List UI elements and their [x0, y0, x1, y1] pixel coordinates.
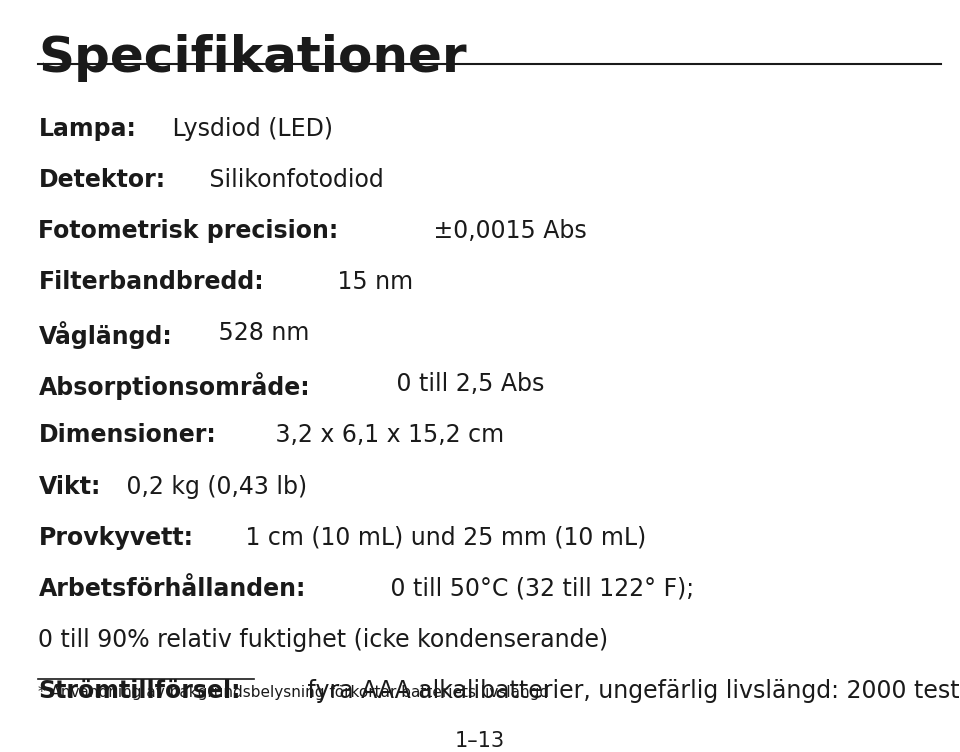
Text: 0 till 2,5 Abs: 0 till 2,5 Abs	[389, 372, 544, 396]
Text: 0 till 50°C (32 till 122° F);: 0 till 50°C (32 till 122° F);	[383, 577, 694, 601]
Text: Specifikationer: Specifikationer	[38, 34, 467, 82]
Text: Vikt:: Vikt:	[38, 475, 101, 499]
Text: Lysdiod (LED): Lysdiod (LED)	[165, 117, 333, 141]
Text: Filterbandbredd:: Filterbandbredd:	[38, 270, 264, 294]
Text: Detektor:: Detektor:	[38, 168, 165, 192]
Text: Lampa:: Lampa:	[38, 117, 136, 141]
Text: 3,2 x 6,1 x 15,2 cm: 3,2 x 6,1 x 15,2 cm	[268, 423, 504, 447]
Text: Fotometrisk precision:: Fotometrisk precision:	[38, 219, 339, 243]
Text: * Användning av bakgrundsbelysning förkortar batteriets livslängd: * Användning av bakgrundsbelysning förko…	[38, 685, 549, 700]
Text: Absorptionsområde:: Absorptionsområde:	[38, 372, 310, 400]
Text: Strömtillförsel:: Strömtillförsel:	[38, 679, 241, 703]
Text: Silikonfotodiod: Silikonfotodiod	[203, 168, 384, 192]
Text: 0,2 kg (0,43 lb): 0,2 kg (0,43 lb)	[119, 475, 307, 499]
Text: 528 nm: 528 nm	[211, 321, 309, 345]
Text: 1–13: 1–13	[455, 731, 505, 751]
Text: 0 till 90% relativ fuktighet (icke kondenserande): 0 till 90% relativ fuktighet (icke konde…	[38, 628, 609, 652]
Text: Dimensioner:: Dimensioner:	[38, 423, 216, 447]
Text: 15 nm: 15 nm	[329, 270, 413, 294]
Text: ±0,0015 Abs: ±0,0015 Abs	[426, 219, 587, 243]
Text: 1 cm (10 mL) und 25 mm (10 mL): 1 cm (10 mL) und 25 mm (10 mL)	[238, 526, 647, 550]
Text: fyra AAA alkalibatterier, ungefärlig livslängd: 2000 tester*: fyra AAA alkalibatterier, ungefärlig liv…	[300, 679, 960, 703]
Text: Provkyvett:: Provkyvett:	[38, 526, 193, 550]
Text: Arbetsförhållanden:: Arbetsförhållanden:	[38, 577, 306, 601]
Text: Våglängd:: Våglängd:	[38, 321, 172, 349]
